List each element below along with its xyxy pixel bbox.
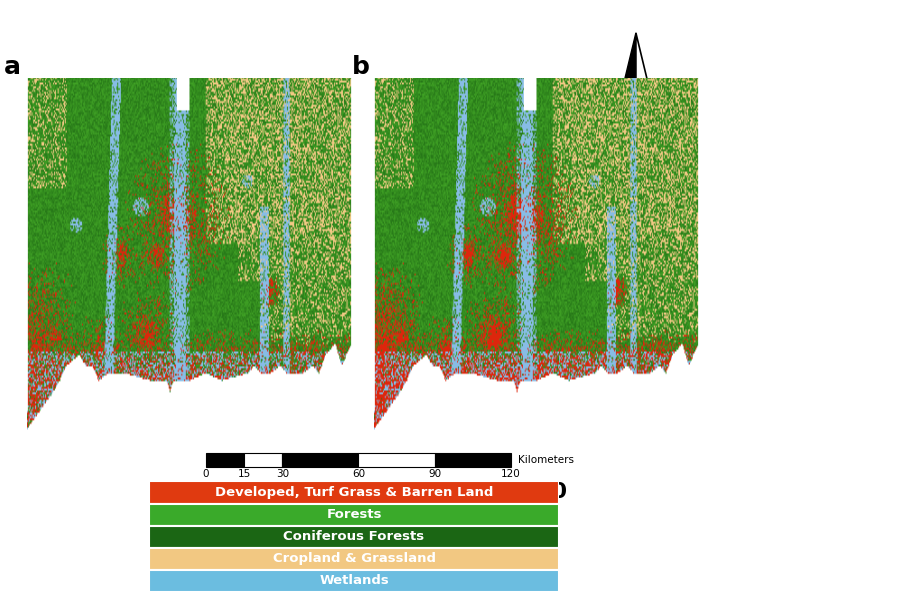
Bar — [149, 548, 559, 570]
Bar — [282, 453, 358, 466]
Polygon shape — [636, 33, 656, 115]
Bar — [149, 526, 559, 548]
Text: 120: 120 — [501, 469, 520, 478]
Text: 0: 0 — [203, 469, 209, 478]
Bar — [244, 453, 282, 466]
Text: 1985: 1985 — [159, 482, 220, 502]
Text: N: N — [627, 121, 645, 142]
Bar — [149, 481, 559, 504]
Bar — [435, 453, 511, 466]
Bar — [206, 453, 244, 466]
Text: 2010: 2010 — [506, 482, 567, 502]
Text: Forests: Forests — [327, 508, 382, 521]
Text: b: b — [352, 56, 370, 80]
Text: Cropland & Grassland: Cropland & Grassland — [272, 553, 436, 565]
Text: 60: 60 — [352, 469, 365, 478]
Text: 30: 30 — [276, 469, 289, 478]
Polygon shape — [616, 33, 636, 115]
Text: 90: 90 — [428, 469, 441, 478]
Text: Kilometers: Kilometers — [519, 454, 575, 465]
Bar — [149, 504, 559, 526]
Bar — [149, 570, 559, 592]
Text: Developed, Turf Grass & Barren Land: Developed, Turf Grass & Barren Land — [215, 486, 493, 499]
Text: Coniferous Forests: Coniferous Forests — [283, 530, 425, 543]
Text: 15: 15 — [237, 469, 251, 478]
Bar — [358, 453, 435, 466]
Text: Wetlands: Wetlands — [319, 575, 389, 587]
Text: a: a — [5, 56, 22, 80]
